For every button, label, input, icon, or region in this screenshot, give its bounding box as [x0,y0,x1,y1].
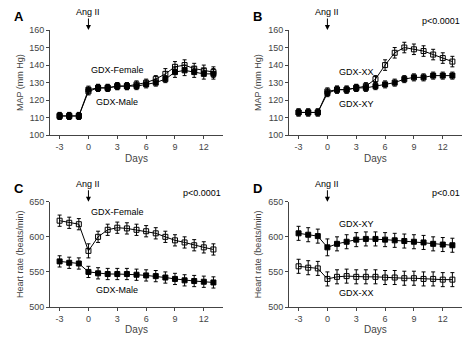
svg-text:GDX-Male: GDX-Male [96,285,138,295]
svg-text:3: 3 [354,314,359,324]
svg-text:0: 0 [325,142,330,152]
svg-text:130: 130 [268,78,283,88]
svg-text:160: 160 [268,25,283,35]
svg-text:3: 3 [115,142,120,152]
svg-text:100: 100 [29,130,44,140]
svg-text:-3: -3 [56,142,64,152]
svg-text:9: 9 [172,314,177,324]
svg-text:Days: Days [125,153,148,164]
svg-text:500: 500 [268,302,283,312]
svg-text:p<0.0001: p<0.0001 [183,188,221,198]
svg-text:A: A [14,9,24,24]
svg-text:Days: Days [125,324,148,335]
svg-text:150: 150 [268,43,283,53]
svg-text:Ang II: Ang II [76,179,100,189]
svg-text:6: 6 [383,314,388,324]
svg-text:650: 650 [29,197,44,207]
svg-text:GDX-Female: GDX-Female [91,207,144,217]
svg-text:600: 600 [29,232,44,242]
svg-text:9: 9 [411,142,416,152]
svg-text:MAP (mm Hg): MAP (mm Hg) [15,54,25,111]
svg-text:150: 150 [29,43,44,53]
svg-text:-3: -3 [56,314,64,324]
svg-text:-3: -3 [295,314,303,324]
svg-text:D: D [253,181,262,196]
svg-text:-3: -3 [295,142,303,152]
svg-text:GDX-XY: GDX-XY [339,219,374,229]
svg-text:GDX-XX: GDX-XX [339,67,374,77]
svg-text:12: 12 [199,314,209,324]
svg-text:140: 140 [29,60,44,70]
svg-text:C: C [14,181,24,196]
svg-text:Days: Days [364,153,387,164]
svg-text:9: 9 [411,314,416,324]
svg-text:GDX-XY: GDX-XY [339,99,374,109]
svg-text:110: 110 [269,113,283,123]
svg-text:6: 6 [383,142,388,152]
svg-text:140: 140 [268,60,283,70]
svg-text:9: 9 [172,142,177,152]
svg-text:550: 550 [29,267,44,277]
svg-text:130: 130 [29,78,44,88]
svg-text:Ang II: Ang II [315,179,339,189]
svg-text:Ang II: Ang II [315,7,339,17]
svg-text:12: 12 [438,142,448,152]
svg-text:110: 110 [30,113,44,123]
svg-text:B: B [253,9,262,24]
svg-text:600: 600 [268,232,283,242]
svg-text:Days: Days [364,324,387,335]
svg-text:100: 100 [268,130,283,140]
svg-text:p<0.01: p<0.01 [432,188,460,198]
svg-text:p<0.0001: p<0.0001 [422,16,460,26]
svg-text:6: 6 [144,142,149,152]
svg-text:Heart rate (beats/min): Heart rate (beats/min) [15,211,25,299]
svg-text:3: 3 [354,142,359,152]
svg-text:650: 650 [268,197,283,207]
svg-text:12: 12 [438,314,448,324]
svg-text:Heart rate (beats/min): Heart rate (beats/min) [253,211,263,299]
svg-text:3: 3 [115,314,120,324]
svg-text:0: 0 [86,142,91,152]
svg-text:160: 160 [29,25,44,35]
svg-text:6: 6 [144,314,149,324]
svg-text:120: 120 [29,95,44,105]
svg-text:500: 500 [29,302,44,312]
svg-text:Ang II: Ang II [76,7,100,17]
svg-text:0: 0 [86,314,91,324]
svg-text:120: 120 [268,95,283,105]
svg-text:0: 0 [325,314,330,324]
svg-text:GDX-Male: GDX-Male [96,97,138,107]
svg-text:12: 12 [199,142,209,152]
svg-text:GDX-Female: GDX-Female [91,65,144,75]
svg-text:550: 550 [268,267,283,277]
svg-text:MAP (mm Hg): MAP (mm Hg) [253,54,263,111]
svg-text:GDX-XX: GDX-XX [339,288,374,298]
